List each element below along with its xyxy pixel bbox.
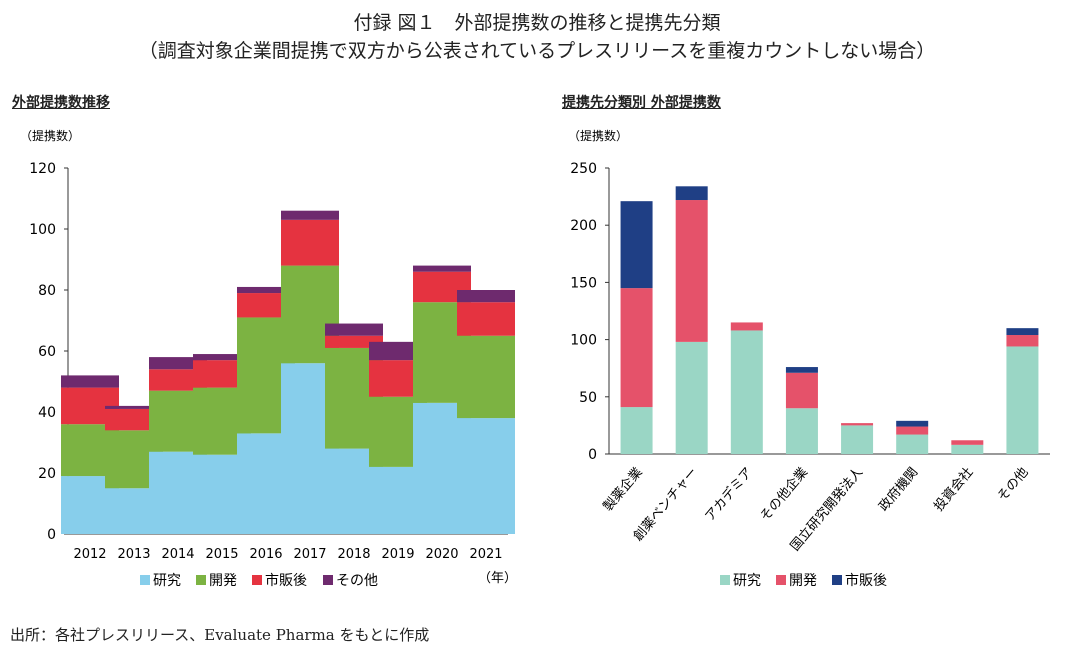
bar-市販後-2014 — [149, 369, 207, 391]
bar-開発-政府機関 — [896, 426, 929, 435]
y-axis-label: （提携数） — [20, 128, 80, 143]
bar-研究-政府機関 — [896, 434, 929, 454]
left-chart-title: 外部提携数推移 — [12, 95, 110, 111]
bar-研究-国立研究開発法人 — [841, 425, 874, 454]
x-tick-label: 投資会社 — [931, 464, 977, 514]
y-tick-label: 0 — [588, 447, 597, 463]
x-tick-label: 2019 — [381, 547, 414, 562]
legend-swatch — [140, 575, 150, 585]
x-tick-label: 2015 — [205, 547, 238, 562]
bar-開発-その他企業 — [785, 372, 818, 409]
bar-市販後-2017 — [281, 219, 339, 266]
bar-その他-2014 — [149, 357, 207, 370]
bar-その他-2021 — [457, 290, 515, 303]
bar-市販後-製薬企業 — [620, 201, 653, 289]
x-tick-label: 2018 — [337, 547, 370, 562]
bar-開発-製薬企業 — [620, 288, 653, 408]
x-tick-label: 2017 — [293, 547, 326, 562]
bar-研究-その他 — [1006, 346, 1039, 454]
x-tick-label: 製薬企業 — [600, 464, 646, 514]
x-tick-label: 2012 — [73, 547, 106, 562]
bar-その他-2020 — [413, 265, 471, 272]
bar-開発-2021 — [457, 335, 515, 419]
bar-市販後-政府機関 — [896, 420, 929, 427]
legend-label: 市販後 — [265, 572, 307, 589]
x-tick-label: その他企業 — [757, 464, 811, 524]
y-tick-label: 60 — [38, 344, 56, 360]
y-tick-label: 200 — [570, 218, 597, 234]
x-tick-label: 2013 — [117, 547, 150, 562]
bar-研究-2021 — [457, 418, 515, 534]
x-tick-label: その他 — [995, 465, 1032, 505]
y-tick-label: 0 — [47, 527, 56, 543]
bar-その他-2017 — [281, 210, 339, 220]
y-tick-label: 20 — [38, 466, 56, 482]
y-tick-label: 40 — [38, 405, 56, 421]
bar-研究-製薬企業 — [620, 407, 653, 454]
bar-市販後-その他企業 — [785, 367, 818, 373]
bar-市販後-その他 — [1006, 328, 1039, 336]
bar-その他-2018 — [325, 323, 383, 336]
y-tick-label: 80 — [38, 283, 56, 299]
bar-市販後-2021 — [457, 302, 515, 336]
source-note: 出所：各社プレスリリース、Evaluate Pharma をもとに作成 — [10, 626, 430, 644]
legend-label: 研究 — [733, 573, 761, 589]
x-tick-label: 2014 — [161, 547, 194, 562]
legend-swatch — [720, 575, 730, 585]
bar-その他-2019 — [369, 341, 427, 361]
bar-開発-国立研究開発法人 — [841, 423, 874, 426]
x-unit-label: （年） — [478, 571, 517, 586]
x-tick-label: 2020 — [425, 547, 458, 562]
y-tick-label: 120 — [29, 161, 56, 177]
bar-その他-2015 — [193, 354, 251, 361]
legend-label: 研究 — [153, 573, 181, 589]
bar-市販後-創薬ベンチャー — [675, 186, 708, 201]
y-tick-label: 250 — [570, 161, 597, 177]
x-tick-label: アカデミア — [702, 464, 756, 524]
y-tick-label: 100 — [29, 222, 56, 238]
legend-swatch — [323, 575, 333, 585]
figure-title: 付録 図１ 外部提携数の推移と提携先分類 — [353, 12, 721, 34]
y-tick-label: 50 — [579, 390, 597, 406]
legend-swatch — [252, 575, 262, 585]
x-tick-label: 2021 — [469, 547, 502, 562]
legend-swatch — [196, 575, 206, 585]
x-tick-label: 政府機関 — [876, 465, 921, 514]
legend-label: その他 — [336, 573, 378, 589]
bar-研究-投資会社 — [951, 444, 984, 454]
bar-開発-投資会社 — [951, 440, 984, 445]
bar-市販後-2013 — [105, 408, 163, 431]
y-tick-label: 150 — [570, 275, 597, 291]
legend-swatch — [832, 575, 842, 585]
y-tick-label: 100 — [570, 333, 597, 349]
bar-研究-その他企業 — [785, 408, 818, 454]
bar-その他-2013 — [105, 405, 163, 409]
legend-label: 開発 — [209, 573, 237, 589]
right-chart-title: 提携先分類別 外部提携数 — [562, 95, 721, 111]
bar-開発-アカデミア — [730, 322, 763, 331]
y-axis-label: （提携数） — [568, 128, 628, 143]
legend-swatch — [776, 575, 786, 585]
legend-label: 市販後 — [845, 572, 887, 589]
bar-市販後-2018 — [325, 335, 383, 348]
bar-その他-2016 — [237, 286, 295, 294]
bar-開発-創薬ベンチャー — [675, 200, 708, 342]
bar-研究-アカデミア — [730, 330, 763, 454]
legend-label: 開発 — [789, 573, 817, 589]
bar-開発-その他 — [1006, 335, 1039, 347]
bar-研究-創薬ベンチャー — [675, 341, 708, 454]
figure-subtitle: （調査対象企業間提携で双方から公表されているプレスリリースを重複カウントしない場… — [138, 40, 936, 62]
bar-その他-2012 — [61, 375, 119, 388]
x-tick-label: 2016 — [249, 547, 282, 562]
